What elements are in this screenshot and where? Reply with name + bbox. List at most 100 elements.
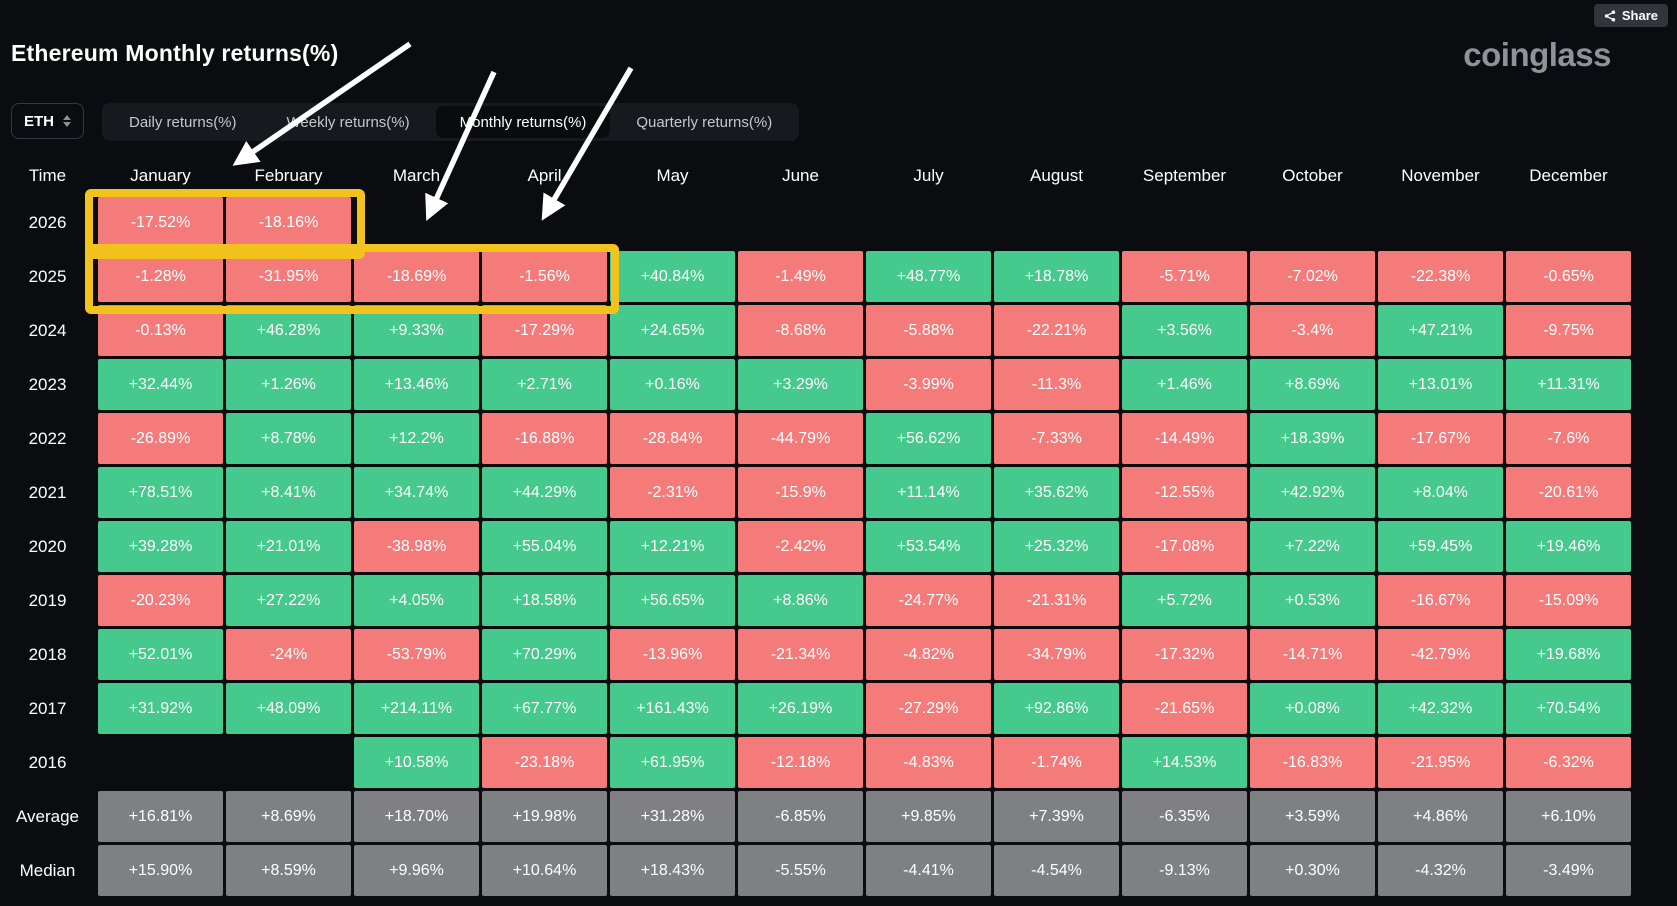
- return-cell: +0.30%: [1250, 845, 1375, 896]
- return-cell: -20.61%: [1506, 467, 1631, 518]
- return-cell: +46.28%: [226, 305, 351, 356]
- return-cell: -23.18%: [482, 737, 607, 788]
- return-cell: -3.99%: [866, 359, 991, 410]
- return-cell: +70.29%: [482, 629, 607, 680]
- return-cell: +48.09%: [226, 683, 351, 734]
- return-cell: +5.72%: [1122, 575, 1247, 626]
- month-column-header: September: [1142, 166, 1227, 185]
- return-cell: +53.54%: [866, 521, 991, 572]
- return-cell: +26.19%: [738, 683, 863, 734]
- return-cell: [1378, 197, 1503, 248]
- return-cell: +70.54%: [1506, 683, 1631, 734]
- return-cell: -53.79%: [354, 629, 479, 680]
- return-cell: [1250, 197, 1375, 248]
- row-label: 2024: [28, 320, 67, 340]
- return-cell: +42.32%: [1378, 683, 1503, 734]
- return-cell: -21.31%: [994, 575, 1119, 626]
- return-cell: +3.59%: [1250, 791, 1375, 842]
- return-cell: [866, 197, 991, 248]
- month-column-header: February: [254, 166, 323, 185]
- page-title: Ethereum Monthly returns(%): [11, 40, 339, 66]
- return-cell: +56.62%: [866, 413, 991, 464]
- tab-daily-returns[interactable]: Daily returns(%): [129, 113, 237, 131]
- return-cell: -17.08%: [1122, 521, 1247, 572]
- return-cell: +18.78%: [994, 251, 1119, 302]
- return-cell: +78.51%: [98, 467, 223, 518]
- return-cell: +42.92%: [1250, 467, 1375, 518]
- tab-monthly-returns[interactable]: Monthly returns(%): [435, 106, 611, 138]
- tab-weekly-returns[interactable]: Weekly returns(%): [286, 113, 410, 131]
- return-cell: +9.96%: [354, 845, 479, 896]
- return-cell: +9.33%: [354, 305, 479, 356]
- return-cell: +0.08%: [1250, 683, 1375, 734]
- return-cell: +25.32%: [994, 521, 1119, 572]
- month-column-header: June: [782, 166, 819, 185]
- tab-quarterly-returns[interactable]: Quarterly returns(%): [636, 113, 773, 131]
- return-cell: +34.74%: [354, 467, 479, 518]
- return-cell: +8.78%: [226, 413, 351, 464]
- return-cell: -42.79%: [1378, 629, 1503, 680]
- return-cell: -3.49%: [1506, 845, 1631, 896]
- return-cell: -1.28%: [98, 251, 223, 302]
- return-cell: -9.75%: [1506, 305, 1631, 356]
- return-cell: -11.3%: [994, 359, 1119, 410]
- row-label: 2018: [28, 644, 67, 664]
- return-cell: +4.05%: [354, 575, 479, 626]
- return-cell: -5.71%: [1122, 251, 1247, 302]
- return-cell: -1.74%: [994, 737, 1119, 788]
- return-cell: +92.86%: [994, 683, 1119, 734]
- return-cell: +21.01%: [226, 521, 351, 572]
- return-cell: +11.31%: [1506, 359, 1631, 410]
- returns-table: Time January February March April May June July…: [0, 158, 1631, 896]
- month-column-header: November: [1401, 166, 1480, 185]
- share-label: Share: [1621, 8, 1658, 23]
- return-cell: +18.70%: [354, 791, 479, 842]
- month-column-header: October: [1282, 166, 1343, 185]
- return-cell: -3.4%: [1250, 305, 1375, 356]
- return-cell: -27.29%: [866, 683, 991, 734]
- return-cell: +8.69%: [1250, 359, 1375, 410]
- row-label: Average: [15, 806, 79, 826]
- return-cell: +19.46%: [1506, 521, 1631, 572]
- row-label: 2021: [28, 482, 67, 502]
- return-cell: -4.54%: [994, 845, 1119, 896]
- return-cell: -24%: [226, 629, 351, 680]
- month-column-header: December: [1529, 166, 1608, 185]
- return-cell: +161.43%: [610, 683, 735, 734]
- return-cell: -4.82%: [866, 629, 991, 680]
- return-cell: +27.22%: [226, 575, 351, 626]
- return-cell: +3.56%: [1122, 305, 1247, 356]
- return-cell: +4.86%: [1378, 791, 1503, 842]
- return-cell: -7.02%: [1250, 251, 1375, 302]
- return-cell: +6.10%: [1506, 791, 1631, 842]
- month-column-header: August: [1030, 166, 1083, 185]
- return-cell: -31.95%: [226, 251, 351, 302]
- return-cell: -44.79%: [738, 413, 863, 464]
- return-cell: +1.46%: [1122, 359, 1247, 410]
- return-cell: +11.14%: [866, 467, 991, 518]
- return-cell: +31.92%: [98, 683, 223, 734]
- return-cell: -17.67%: [1378, 413, 1503, 464]
- share-icon: [1604, 10, 1616, 21]
- return-cell: -15.09%: [1506, 575, 1631, 626]
- return-cell: +31.28%: [610, 791, 735, 842]
- return-cell: -20.23%: [98, 575, 223, 626]
- return-cell: +19.68%: [1506, 629, 1631, 680]
- return-cell: +32.44%: [98, 359, 223, 410]
- return-cell: +18.58%: [482, 575, 607, 626]
- return-cell: -0.13%: [98, 305, 223, 356]
- return-cell: +18.39%: [1250, 413, 1375, 464]
- symbol-select[interactable]: ETH: [11, 103, 84, 139]
- return-cell: +10.64%: [482, 845, 607, 896]
- share-button[interactable]: Share: [1593, 4, 1668, 27]
- row-label: 2017: [28, 698, 67, 718]
- return-cell: -17.32%: [1122, 629, 1247, 680]
- return-cell: +12.2%: [354, 413, 479, 464]
- return-cell: +19.98%: [482, 791, 607, 842]
- return-cell: -18.69%: [354, 251, 479, 302]
- return-cell: +48.77%: [866, 251, 991, 302]
- month-column-header: January: [130, 166, 191, 185]
- return-cell: -21.95%: [1378, 737, 1503, 788]
- month-column-header: April: [527, 166, 562, 185]
- return-cell: -8.68%: [738, 305, 863, 356]
